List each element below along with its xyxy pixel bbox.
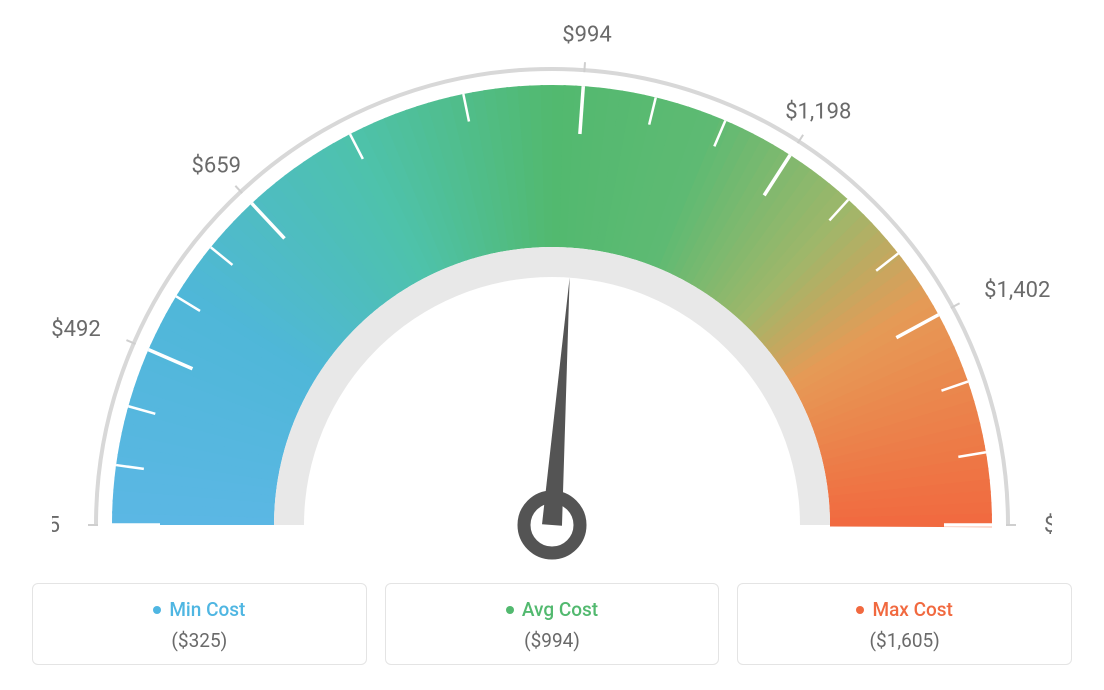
gauge-tick-label: $659 [192,153,241,178]
gauge-tick-label: $1,402 [984,278,1050,303]
cost-gauge-chart: $325 $492 $659 $994 $1,198 $1,402 $1,605 [52,25,1052,585]
gauge-tick-label: $325 [52,513,60,538]
legend-dot-icon [856,606,864,614]
legend-label: Max Cost [872,598,952,621]
legend-dot-icon [153,606,161,614]
legend-dot-icon [506,606,514,614]
legend-row: Min Cost ($325) Avg Cost ($994) Max Cost ($1,… [32,583,1072,665]
legend-value: ($994) [396,629,709,652]
gauge-needle [542,278,570,526]
gauge-tick-label: $1,605 [1044,513,1052,538]
legend-card: Min Cost ($325) [32,583,367,665]
gauge-tick-label: $492 [52,317,101,342]
legend-value: ($325) [43,629,356,652]
legend-card: Max Cost ($1,605) [737,583,1072,665]
legend-title: Min Cost [153,598,245,621]
legend-value: ($1,605) [748,629,1061,652]
legend-label: Avg Cost [522,598,598,621]
legend-title: Avg Cost [506,598,598,621]
legend-label: Min Cost [169,598,245,621]
legend-card: Avg Cost ($994) [385,583,720,665]
gauge-tick-label: $994 [562,25,611,47]
legend-title: Max Cost [856,598,952,621]
gauge-tick-label: $1,198 [785,99,851,124]
gauge-svg: $325 $492 $659 $994 $1,198 $1,402 $1,605 [52,25,1052,585]
